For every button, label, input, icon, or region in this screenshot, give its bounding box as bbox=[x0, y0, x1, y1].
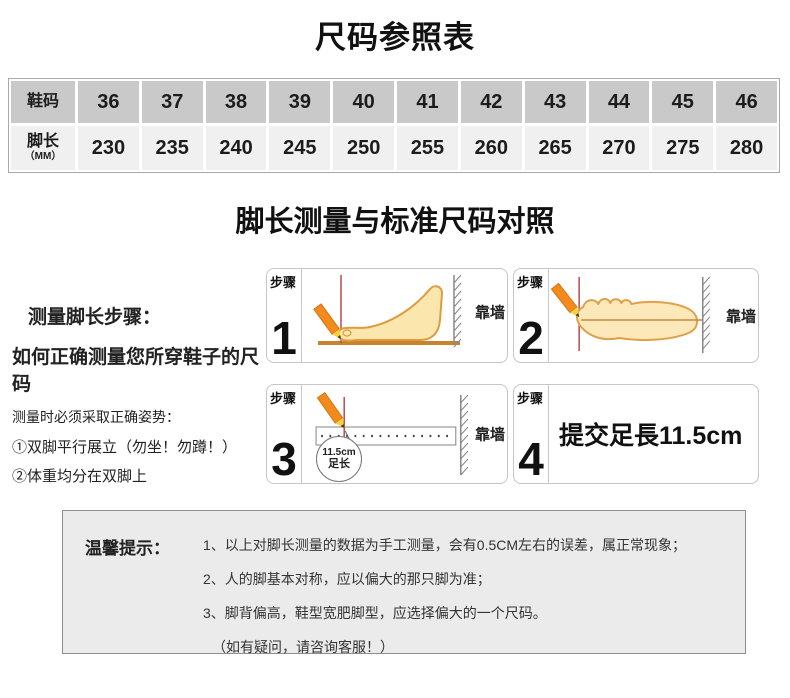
tips-item: 1、以上对脚长测量的数据为手工测量，会有0.5CM左右的误差，属正常现象； bbox=[203, 537, 687, 553]
tips-box: 温馨提示： 1、以上对脚长测量的数据为手工测量，会有0.5CM左右的误差，属正常… bbox=[62, 510, 746, 657]
section-title: 脚长测量与标准尺码对照 bbox=[235, 206, 555, 238]
wall-label: 靠墙 bbox=[725, 308, 756, 325]
step-1-header: 步骤 1 bbox=[267, 269, 302, 362]
step-3-header: 步骤 3 bbox=[267, 385, 302, 483]
step-panel-3: 步骤 3 11.5cm 足长 靠墙 bbox=[266, 384, 508, 484]
pencil-icon bbox=[313, 303, 341, 339]
step-4-text-area: 提交足長11.5cm bbox=[549, 385, 758, 483]
step-1-illustration-area: 靠墙 bbox=[302, 269, 507, 362]
shoe-size-cell: 41 bbox=[397, 81, 458, 123]
foot-side-icon bbox=[337, 285, 443, 342]
foot-length-cell: 255 bbox=[397, 126, 458, 170]
step-label: 步骤 bbox=[270, 391, 297, 406]
foot-length-cell: 240 bbox=[205, 126, 267, 170]
toenail-icon bbox=[342, 329, 352, 337]
step-number: 2 bbox=[518, 312, 544, 365]
foot-side-illustration bbox=[313, 274, 462, 348]
shoe-size-cell: 38 bbox=[205, 81, 267, 123]
foot-length-cell: 230 bbox=[78, 126, 139, 170]
foot-length-cell: 235 bbox=[141, 126, 203, 170]
shoe-size-cell: 36 bbox=[78, 81, 139, 123]
measure-guide: 测量脚长步骤： 如何正确测量您所穿鞋子的尺码 测量时必须采取正确姿势： ①双脚平… bbox=[12, 302, 266, 494]
step-4-header: 步骤 4 bbox=[514, 385, 549, 483]
foot-length-cell: 280 bbox=[716, 126, 777, 170]
guide-rule-2: ②体重均分在双脚上 bbox=[12, 468, 148, 485]
foot-length-header-cell: 脚长 （MM） bbox=[11, 126, 75, 170]
tips-footer: （如有疑问，请咨询客服！） bbox=[212, 639, 394, 655]
wall-hatch-icon bbox=[453, 274, 462, 348]
step-label: 步骤 bbox=[270, 275, 297, 290]
shoe-size-cell: 39 bbox=[269, 81, 331, 123]
guide-subheading: 如何正确测量您所穿鞋子的尺码 bbox=[12, 347, 260, 395]
foot-top-illustration bbox=[550, 276, 711, 353]
foot-length-cell: 275 bbox=[652, 126, 714, 170]
pencil-icon bbox=[316, 391, 345, 428]
step-number: 1 bbox=[271, 312, 297, 365]
step-panel-2: 步骤 2 靠墙 bbox=[513, 268, 759, 363]
step-number: 3 bbox=[271, 433, 297, 486]
shoe-size-cell: 37 bbox=[141, 81, 203, 123]
shoe-size-cell: 44 bbox=[588, 81, 650, 123]
step-number: 4 bbox=[518, 433, 544, 486]
shoe-size-cell: 43 bbox=[524, 81, 586, 123]
wall-label: 靠墙 bbox=[474, 304, 505, 322]
step-2-header: 步骤 2 bbox=[514, 269, 549, 362]
wall-hatch-icon bbox=[702, 276, 711, 350]
step-panel-4: 步骤 4 提交足長11.5cm bbox=[513, 384, 759, 484]
foot-length-cell: 260 bbox=[460, 126, 522, 170]
size-reference-table: 鞋码 36 37 38 39 40 41 42 43 44 45 46 脚长 （… bbox=[8, 78, 780, 173]
floor-icon bbox=[318, 341, 460, 345]
step-panel-1: 步骤 1 靠墙 bbox=[266, 268, 508, 363]
step-label: 步骤 bbox=[517, 275, 544, 290]
foot-length-cell: 250 bbox=[333, 126, 395, 170]
step-3-illustration-area: 11.5cm 足长 靠墙 bbox=[302, 385, 507, 483]
foot-length-cell: 270 bbox=[588, 126, 650, 170]
page-title: 尺码参照表 bbox=[315, 20, 475, 55]
foot-length-unit: （MM） bbox=[24, 151, 62, 163]
wall-hatch-icon bbox=[460, 394, 469, 476]
tips-item: 2、人的脚基本对称，应以偏大的那只脚为准； bbox=[203, 571, 491, 587]
guide-rule-1: ①双脚平行展立（勿坐！勿蹲！） bbox=[12, 439, 238, 456]
step-2-illustration-area: 靠墙 bbox=[549, 269, 758, 362]
guide-heading: 测量脚长步骤： bbox=[28, 307, 162, 328]
shoe-size-cell: 45 bbox=[652, 81, 714, 123]
foot-length-label: 脚长 bbox=[26, 133, 59, 151]
tips-title: 温馨提示： bbox=[85, 539, 170, 558]
submit-foot-length-text: 提交足長11.5cm bbox=[559, 422, 743, 450]
shoe-size-cell: 46 bbox=[716, 81, 777, 123]
shoe-size-cell: 40 bbox=[333, 81, 395, 123]
foot-length-note: 11.5cm 足长 bbox=[316, 436, 362, 482]
shoe-size-header-cell: 鞋码 bbox=[11, 81, 75, 123]
tips-item: 3、脚背偏高，鞋型宽肥脚型，应选择偏大的一个尺码。 bbox=[203, 605, 547, 621]
tips-items: 1、以上对脚长测量的数据为手工测量，会有0.5CM左右的误差，属正常现象； 2、… bbox=[203, 535, 738, 657]
pencil-icon bbox=[550, 282, 580, 317]
shoe-size-row: 鞋码 36 37 38 39 40 41 42 43 44 45 46 bbox=[11, 81, 777, 123]
foot-length-cell: 245 bbox=[269, 126, 331, 170]
note-value: 11.5cm bbox=[322, 446, 356, 458]
foot-length-cell: 265 bbox=[524, 126, 586, 170]
note-label: 足长 bbox=[328, 458, 350, 471]
step-label: 步骤 bbox=[517, 391, 544, 406]
foot-length-row: 脚长 （MM） 230 235 240 245 250 255 260 265 … bbox=[11, 126, 777, 170]
guide-posture-note: 测量时必须采取正确姿势： bbox=[12, 409, 180, 425]
wall-label: 靠墙 bbox=[474, 426, 505, 444]
shoe-size-cell: 42 bbox=[460, 81, 522, 123]
